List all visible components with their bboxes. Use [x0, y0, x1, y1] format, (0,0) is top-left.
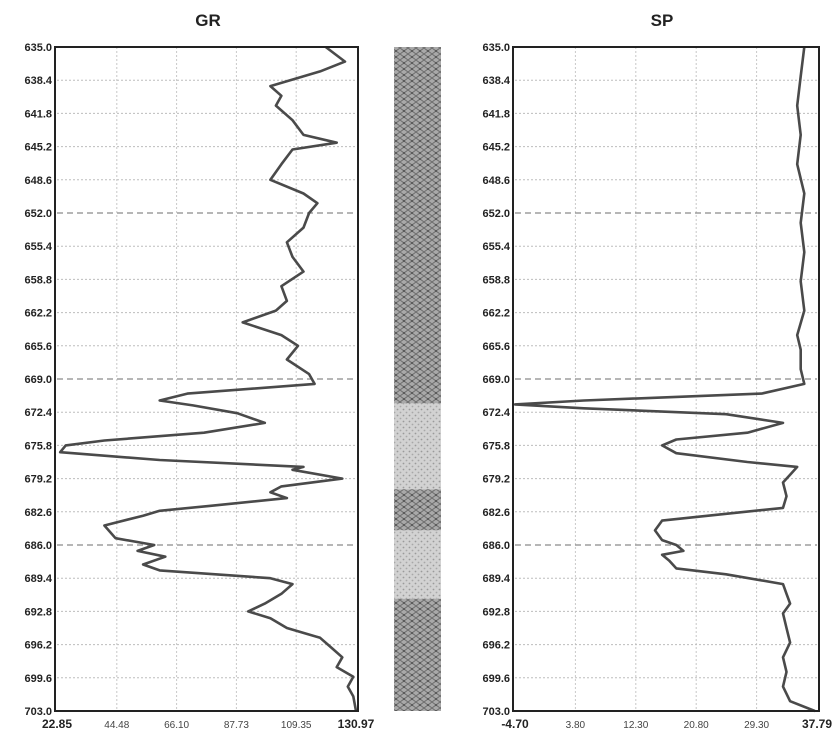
- shale-interval: [394, 489, 441, 531]
- depth-tick-label: 665.6: [24, 341, 52, 353]
- depth-tick-label: 648.6: [482, 175, 510, 187]
- depth-tick-label: 652.0: [482, 208, 510, 220]
- depth-tick-label: 655.4: [482, 241, 510, 253]
- depth-tick-label: 696.2: [482, 640, 510, 652]
- shale-interval: [394, 598, 441, 711]
- x-tick-label: 22.85: [42, 717, 72, 731]
- depth-tick-label: 689.4: [482, 573, 510, 585]
- depth-tick-label: 645.2: [24, 142, 52, 154]
- x-tick-label: 66.10: [164, 720, 189, 731]
- depth-tick-label: 672.4: [482, 407, 510, 419]
- depth-tick-label: 662.2: [24, 308, 52, 320]
- depth-tick-label: 682.6: [482, 507, 510, 519]
- depth-tick-label: 648.6: [24, 175, 52, 187]
- x-tick-label: 20.80: [684, 720, 709, 731]
- gr-track: GR 635.0 638.4 641.8 645.2 648.6 652.0 655.4 65…: [24, 11, 374, 731]
- x-tick-label: 3.80: [566, 720, 586, 731]
- shale-interval: [394, 47, 441, 404]
- x-tick-label: -4.70: [501, 717, 529, 731]
- sand-interval: [394, 403, 441, 490]
- x-tick-label: 37.79: [802, 717, 832, 731]
- x-tick-label: 109.35: [281, 720, 312, 731]
- gr-track-frame: [54, 46, 359, 712]
- gr-curve: [58, 45, 358, 712]
- depth-tick-label: 669.0: [482, 374, 510, 386]
- x-tick-label: 87.73: [224, 720, 249, 731]
- sp-track: SP 635.0 638.4 641.8 645.2 648.6 652.0 655.4 65…: [482, 11, 832, 731]
- depth-tick-label: 686.0: [482, 540, 510, 552]
- depth-tick-label: 641.8: [24, 108, 52, 120]
- gr-depth-axis: 635.0 638.4 641.8 645.2 648.6 652.0 655.4 658.8…: [24, 42, 52, 718]
- x-tick-label: 12.30: [623, 720, 648, 731]
- depth-tick-label: 672.4: [24, 407, 52, 419]
- sp-gridlines: [515, 47, 817, 711]
- depth-tick-label: 703.0: [482, 706, 510, 718]
- depth-tick-label: 638.4: [24, 75, 52, 87]
- depth-tick-label: 699.6: [24, 673, 52, 685]
- depth-tick-label: 658.8: [482, 274, 510, 286]
- depth-tick-label: 658.8: [24, 274, 52, 286]
- lithology-column: [394, 47, 441, 711]
- depth-tick-label: 662.2: [482, 308, 510, 320]
- depth-tick-label: 641.8: [482, 108, 510, 120]
- depth-tick-label: 675.8: [24, 440, 52, 452]
- depth-tick-label: 638.4: [482, 75, 510, 87]
- gr-x-axis: 22.85 44.48 66.10 87.73 109.35 130.97: [42, 717, 375, 731]
- depth-tick-label: 686.0: [24, 540, 52, 552]
- depth-tick-label: 675.8: [482, 440, 510, 452]
- gr-title: GR: [195, 11, 221, 30]
- depth-tick-label: 699.6: [482, 673, 510, 685]
- x-tick-label: 130.97: [338, 717, 375, 731]
- x-tick-label: 29.30: [744, 720, 769, 731]
- depth-tick-label: 655.4: [24, 241, 52, 253]
- sp-curve: [513, 46, 816, 713]
- depth-tick-label: 635.0: [24, 42, 52, 54]
- depth-tick-label: 679.2: [24, 474, 52, 486]
- depth-tick-label: 689.4: [24, 573, 52, 585]
- depth-tick-label: 669.0: [24, 374, 52, 386]
- depth-tick-label: 692.8: [24, 606, 52, 618]
- x-tick-label: 44.48: [104, 720, 129, 731]
- depth-tick-label: 652.0: [24, 208, 52, 220]
- depth-tick-label: 696.2: [24, 640, 52, 652]
- sp-depth-axis: 635.0 638.4 641.8 645.2 648.6 652.0 655.4 658.8…: [482, 42, 510, 718]
- depth-tick-label: 692.8: [482, 606, 510, 618]
- sand-interval: [394, 530, 441, 599]
- depth-tick-label: 635.0: [482, 42, 510, 54]
- sp-x-axis: -4.70 3.80 12.30 20.80 29.30 37.79: [501, 717, 832, 731]
- depth-tick-label: 682.6: [24, 507, 52, 519]
- gr-gridlines: [57, 47, 356, 711]
- depth-tick-label: 703.0: [24, 706, 52, 718]
- depth-tick-label: 665.6: [482, 341, 510, 353]
- depth-tick-label: 679.2: [482, 474, 510, 486]
- sp-track-frame: [512, 46, 820, 712]
- sp-title: SP: [651, 11, 674, 30]
- depth-tick-label: 645.2: [482, 142, 510, 154]
